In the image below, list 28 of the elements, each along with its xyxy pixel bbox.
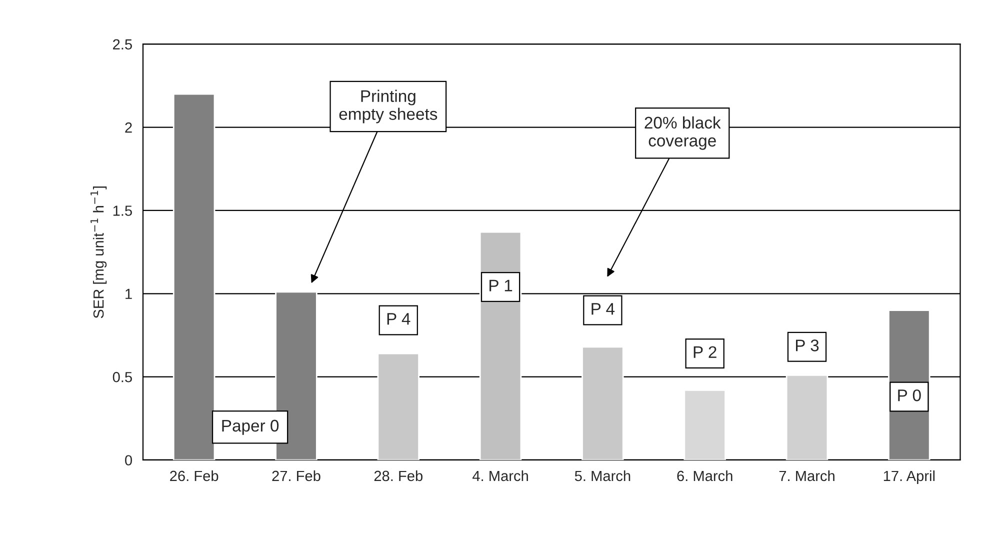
x-tick-label: 26. Feb: [170, 470, 218, 482]
x-tick-label: 6. March: [677, 470, 732, 482]
annotation: P 3: [796, 340, 819, 352]
annotation: Paper 0: [222, 420, 279, 435]
bar: [582, 346, 624, 460]
y-axis-title: SER [mg unit$^{−1}$ h$^{−1}$]: [90, 186, 107, 318]
bar: [684, 389, 726, 460]
x-tick-label: 4. March: [472, 470, 528, 482]
y-tick-label: 1: [126, 288, 132, 299]
x-tick-label: 27. Feb: [272, 470, 320, 482]
annotation: P 2: [694, 346, 716, 358]
annotation: P 4: [387, 313, 410, 325]
x-tick-label: 7. March: [779, 470, 834, 482]
y-tick-label: 2.5: [113, 39, 132, 50]
x-tick-label: 5. March: [574, 470, 630, 482]
bar: [786, 374, 828, 460]
annotation: P 0: [898, 389, 921, 402]
y-tick-label: 0.5: [112, 372, 132, 382]
annotation: Printing empty sheets: [339, 90, 438, 124]
x-tick-label: 28. Feb: [374, 470, 422, 482]
annotation: P 4: [592, 303, 615, 315]
annotation: 20% black coverage: [644, 116, 721, 150]
y-tick-label: 0: [125, 455, 132, 466]
x-tick-label: 17. April: [884, 470, 935, 484]
annotation: P 1: [490, 280, 512, 292]
bar: [377, 352, 420, 460]
y-tick-label: 2: [125, 122, 132, 133]
y-tick-label: 1.5: [113, 206, 132, 216]
